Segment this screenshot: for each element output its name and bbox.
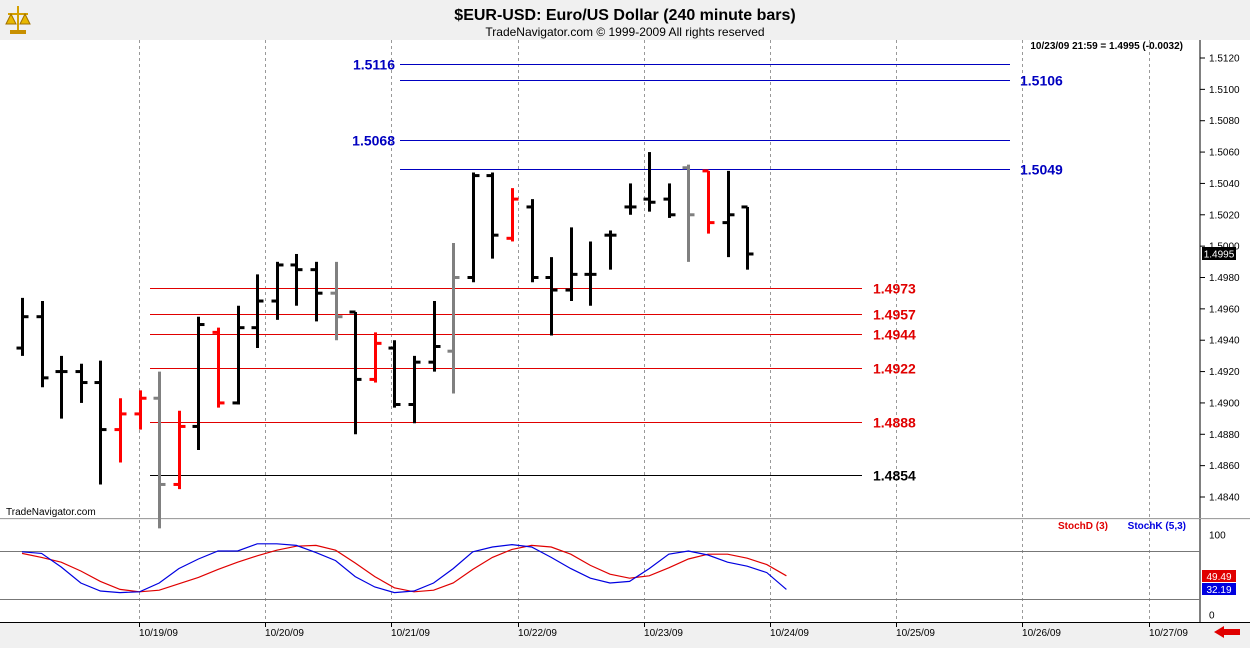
stochd-value: 49.49 xyxy=(1206,572,1231,583)
y-tick-label: 1.4880 xyxy=(1209,430,1240,441)
ohlc-bar xyxy=(16,297,29,356)
level-label: 1.5049 xyxy=(1020,162,1063,178)
ohlc-bar xyxy=(388,340,401,408)
x-tick-label: 10/25/09 xyxy=(896,628,935,639)
y-tick-label: 1.5120 xyxy=(1209,54,1240,65)
ohlc-bar xyxy=(486,172,499,259)
ohlc-bar xyxy=(643,152,656,212)
x-tick-label: 10/24/09 xyxy=(770,628,809,639)
stoch-plot-area xyxy=(0,520,1200,622)
ohlc-bar xyxy=(526,199,539,283)
ohlc-bar xyxy=(75,363,88,403)
ohlc-bar xyxy=(428,301,441,372)
x-tick-label: 10/21/09 xyxy=(391,628,430,639)
vertical-grid xyxy=(139,40,1150,622)
x-tick-label: 10/19/09 xyxy=(139,628,178,639)
stochk-value: 32.19 xyxy=(1206,585,1231,596)
level-label: 1.4957 xyxy=(873,307,916,323)
ohlc-bar xyxy=(349,310,362,435)
ohlc-bar xyxy=(251,274,264,349)
y-tick-label: 1.4960 xyxy=(1209,304,1240,315)
ohlc-bar xyxy=(682,164,695,262)
last-price-readout: 10/23/09 21:59 = 1.4995 (-0.0032) xyxy=(1030,41,1183,52)
ohlc-bar xyxy=(624,183,637,215)
ohlc-bar xyxy=(604,230,617,270)
y-tick-label: 1.4840 xyxy=(1209,493,1240,504)
ohlc-bars xyxy=(16,152,754,529)
level-label: 1.5068 xyxy=(352,133,395,149)
ohlc-bar xyxy=(565,227,578,302)
date-axis: 10/19/09 10/20/09 10/21/09 10/22/09 10/23/09… xyxy=(139,622,1188,639)
y-tick-label: 1.4920 xyxy=(1209,367,1240,378)
stochastic-pane: 100 0 xyxy=(0,531,1226,622)
y-tick-label: 1.4980 xyxy=(1209,273,1240,284)
stoch-line xyxy=(21,544,787,593)
trade-navigator-logo xyxy=(4,4,34,36)
level-label: 1.4854 xyxy=(873,468,916,484)
price-axis: 1.51201.51001.50801.50601.50401.50201.50… xyxy=(1200,54,1240,504)
y-tick-label: 1.4860 xyxy=(1209,461,1240,472)
legend-stochd: StochD (3) xyxy=(1058,521,1108,532)
level-label: 1.4973 xyxy=(873,281,916,297)
y-tick-label: 1.5020 xyxy=(1209,210,1240,221)
ohlc-bar xyxy=(506,188,519,242)
ohlc-bar xyxy=(114,398,127,463)
level-label: 1.4888 xyxy=(873,415,916,431)
ohlc-bar xyxy=(153,371,166,529)
ohlc-bar xyxy=(192,316,205,450)
ohlc-bar xyxy=(702,169,715,234)
stochk-value-box xyxy=(1202,583,1236,595)
y-tick-label: 1.5100 xyxy=(1209,85,1240,96)
ohlc-bar xyxy=(545,257,558,336)
scroll-left-arrow[interactable] xyxy=(1210,625,1242,640)
stoch-line xyxy=(21,543,787,594)
x-tick-label: 10/22/09 xyxy=(518,628,557,639)
x-tick-label: 10/20/09 xyxy=(265,628,304,639)
y-tick-label: 1.5080 xyxy=(1209,116,1240,127)
legend-stochk: StochK (5,3) xyxy=(1128,521,1186,532)
x-tick-label: 10/27/09 xyxy=(1149,628,1188,639)
stochd-value-box xyxy=(1202,570,1236,582)
x-tick-label: 10/23/09 xyxy=(644,628,683,639)
y-tick-label: 1.4940 xyxy=(1209,336,1240,347)
ohlc-bar xyxy=(310,261,323,322)
level-label: 1.5106 xyxy=(1020,73,1063,89)
price-axis-area xyxy=(1200,40,1250,518)
ohlc-bar xyxy=(741,205,754,270)
ohlc-bar xyxy=(232,305,245,405)
y-tick-label: 1.5060 xyxy=(1209,148,1240,159)
watermark-text: TradeNavigator.com xyxy=(6,507,96,518)
level-label: 1.5116 xyxy=(353,57,395,73)
last-price-marker: 1.4995 xyxy=(1202,247,1236,261)
ohlc-bar xyxy=(212,327,225,408)
level-label: 1.4922 xyxy=(873,361,916,377)
y-tick-label: 1.4900 xyxy=(1209,398,1240,409)
ohlc-bar xyxy=(369,332,382,383)
ohlc-bar xyxy=(271,261,284,320)
stoch-y-label: 100 xyxy=(1209,531,1226,542)
level-label: 1.4944 xyxy=(873,327,916,343)
ohlc-bar xyxy=(584,241,597,306)
stoch-y-label: 0 xyxy=(1209,611,1215,622)
ohlc-bar xyxy=(290,253,303,306)
chart-title: $EUR-USD: Euro/US Dollar (240 minute bar… xyxy=(454,7,795,24)
ohlc-bar xyxy=(173,410,186,490)
ohlc-bar xyxy=(330,261,343,341)
ohlc-bar xyxy=(467,172,480,283)
ohlc-bar xyxy=(134,390,147,430)
ohlc-bar xyxy=(447,243,460,394)
ohlc-bar xyxy=(663,183,676,218)
ohlc-bar xyxy=(55,355,68,419)
last-price-label: 1.4995 xyxy=(1204,250,1235,261)
chart-subtitle: TradeNavigator.com © 1999-2009 All right… xyxy=(485,25,764,39)
ohlc-bar xyxy=(408,355,421,424)
x-tick-label: 10/26/09 xyxy=(1022,628,1061,639)
ohlc-bar xyxy=(722,170,735,258)
ohlc-bar xyxy=(94,360,107,485)
y-tick-label: 1.5040 xyxy=(1209,179,1240,190)
price-levels: 1.5116 1.5106 1.5068 1.5049 1.4973 1.4957 1.49… xyxy=(150,57,1063,484)
ohlc-bar xyxy=(36,301,49,388)
